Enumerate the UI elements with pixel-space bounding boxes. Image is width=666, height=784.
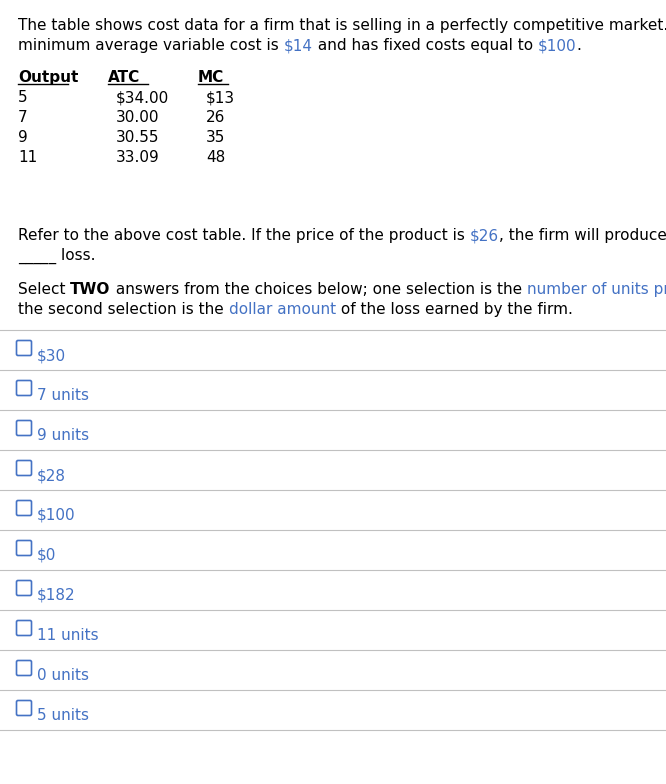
Text: $100: $100 — [537, 38, 576, 53]
Text: Output: Output — [18, 70, 79, 85]
Text: $34.00: $34.00 — [116, 90, 169, 105]
FancyBboxPatch shape — [17, 660, 31, 676]
Text: Refer to the above cost table. If the price of the product is: Refer to the above cost table. If the pr… — [18, 228, 470, 243]
Text: 26: 26 — [206, 110, 225, 125]
FancyBboxPatch shape — [17, 380, 31, 395]
FancyBboxPatch shape — [17, 420, 31, 435]
FancyBboxPatch shape — [17, 620, 31, 636]
FancyBboxPatch shape — [17, 340, 31, 355]
Text: answers from the choices below; one selection is the: answers from the choices below; one sele… — [111, 282, 527, 297]
Text: 9: 9 — [18, 130, 28, 145]
Text: 5 units: 5 units — [37, 708, 89, 723]
Text: 30.55: 30.55 — [116, 130, 159, 145]
Text: _____ loss.: _____ loss. — [18, 248, 95, 264]
Text: $0: $0 — [37, 548, 57, 563]
Text: .: . — [576, 38, 581, 53]
Text: number of units produced: number of units produced — [527, 282, 666, 297]
Text: 35: 35 — [206, 130, 225, 145]
Text: TWO: TWO — [71, 282, 111, 297]
Text: 11: 11 — [18, 150, 37, 165]
Text: the second selection is the: the second selection is the — [18, 302, 228, 317]
Text: and has fixed costs equal to: and has fixed costs equal to — [312, 38, 537, 53]
Text: 7: 7 — [18, 110, 27, 125]
Text: 7 units: 7 units — [37, 388, 89, 403]
Text: minimum average variable cost is: minimum average variable cost is — [18, 38, 284, 53]
Text: 5: 5 — [18, 90, 27, 105]
Text: $100: $100 — [37, 508, 76, 523]
FancyBboxPatch shape — [17, 460, 31, 476]
Text: $14: $14 — [284, 38, 312, 53]
FancyBboxPatch shape — [17, 500, 31, 516]
FancyBboxPatch shape — [17, 540, 31, 556]
Text: ATC: ATC — [108, 70, 141, 85]
Text: The table shows cost data for a firm that is selling in a perfectly competitive : The table shows cost data for a firm tha… — [18, 18, 666, 33]
Text: $28: $28 — [37, 468, 66, 483]
Text: 33.09: 33.09 — [116, 150, 160, 165]
Text: $30: $30 — [37, 348, 66, 363]
Text: , the firm will produce _____ for a: , the firm will produce _____ for a — [499, 228, 666, 244]
Text: 0 units: 0 units — [37, 668, 89, 683]
Text: 11 units: 11 units — [37, 628, 99, 643]
Text: 48: 48 — [206, 150, 225, 165]
Text: $26: $26 — [470, 228, 499, 243]
Text: of the loss earned by the firm.: of the loss earned by the firm. — [336, 302, 573, 317]
Text: dollar amount: dollar amount — [228, 302, 336, 317]
Text: Select: Select — [18, 282, 71, 297]
Text: MC: MC — [198, 70, 224, 85]
Text: 9 units: 9 units — [37, 428, 89, 443]
FancyBboxPatch shape — [17, 700, 31, 716]
Text: $182: $182 — [37, 588, 76, 603]
Text: $13: $13 — [206, 90, 235, 105]
FancyBboxPatch shape — [17, 580, 31, 596]
Text: 30.00: 30.00 — [116, 110, 159, 125]
